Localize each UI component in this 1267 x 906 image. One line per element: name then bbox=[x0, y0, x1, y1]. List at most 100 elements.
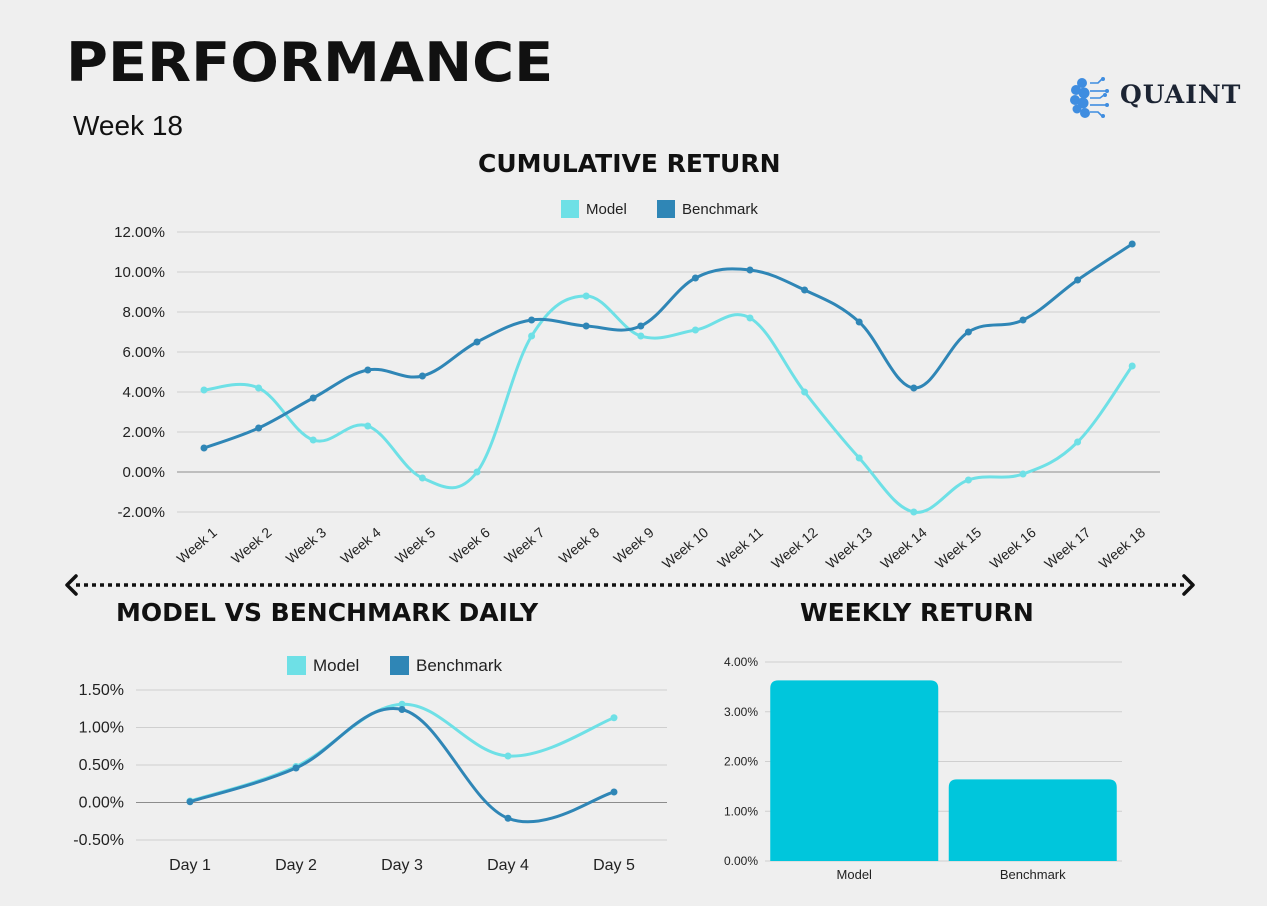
benchmark-data-point bbox=[801, 286, 809, 294]
model-data-point bbox=[691, 326, 699, 334]
y-tick-label: 1.00% bbox=[79, 720, 124, 737]
divider-right-arrow-icon bbox=[1182, 574, 1195, 596]
x-tick-label: Week 9 bbox=[610, 524, 657, 567]
model-data-point bbox=[610, 714, 618, 722]
benchmark-data-point bbox=[637, 322, 645, 330]
model-data-point bbox=[418, 474, 426, 482]
benchmark-data-point bbox=[292, 764, 300, 772]
legend-label-benchmark: Benchmark bbox=[416, 656, 502, 675]
y-tick-label: 2.00% bbox=[724, 755, 758, 769]
x-tick-label: Week 2 bbox=[228, 524, 275, 567]
x-tick-label: Week 8 bbox=[556, 524, 603, 567]
benchmark-data-point bbox=[1019, 316, 1027, 324]
x-tick-label: Week 11 bbox=[714, 524, 766, 571]
bar-benchmark bbox=[948, 779, 1117, 861]
x-tick-label: Week 18 bbox=[1096, 524, 1149, 572]
x-tick-label: Model bbox=[837, 867, 873, 882]
model-data-point bbox=[637, 332, 645, 340]
cumulative-return-chart: 12.00% 10.00% 8.00% 6.00% 4.00% 2.00% 0.00% -2.… bbox=[114, 200, 1160, 572]
model-data-point bbox=[504, 752, 512, 760]
y-tick-label: 1.00% bbox=[724, 804, 758, 818]
model-data-point bbox=[1074, 438, 1082, 446]
y-tick-label: 4.00% bbox=[724, 655, 758, 669]
legend-label-model: Model bbox=[586, 201, 627, 218]
model-series-line bbox=[203, 294, 1134, 514]
y-tick-label: 0.00% bbox=[122, 464, 165, 481]
x-tick-label: Week 15 bbox=[932, 524, 985, 572]
y-tick-label: 0.00% bbox=[79, 795, 124, 812]
y-tick-label: 8.00% bbox=[122, 304, 165, 321]
benchmark-series-line bbox=[189, 706, 615, 824]
x-tick-label: Week 7 bbox=[501, 524, 548, 567]
quaint-logo: QUAINT bbox=[1068, 74, 1240, 122]
section-divider bbox=[65, 574, 1195, 596]
benchmark-data-point bbox=[528, 316, 536, 324]
x-tick-label: Day 3 bbox=[381, 857, 423, 874]
benchmark-data-point bbox=[964, 328, 972, 336]
y-tick-label: 1.50% bbox=[79, 682, 124, 699]
x-tick-label: Day 4 bbox=[487, 857, 529, 874]
y-tick-label: 10.00% bbox=[114, 264, 165, 281]
model-data-point bbox=[746, 314, 754, 322]
benchmark-data-point bbox=[364, 366, 372, 374]
benchmark-data-point bbox=[855, 318, 863, 326]
y-tick-label: 6.00% bbox=[122, 344, 165, 361]
legend-swatch-model bbox=[561, 200, 579, 218]
benchmark-data-point bbox=[610, 788, 618, 796]
benchmark-series-line bbox=[203, 242, 1134, 450]
benchmark-data-point bbox=[1128, 240, 1136, 248]
y-tick-label: -0.50% bbox=[73, 832, 124, 849]
model-series-line bbox=[189, 702, 615, 803]
legend-swatch-benchmark bbox=[657, 200, 675, 218]
page-title: PERFORMANCE bbox=[66, 31, 554, 94]
model-data-point bbox=[582, 292, 590, 300]
benchmark-data-point bbox=[691, 274, 699, 282]
model-data-point bbox=[364, 422, 372, 430]
legend-label-model: Model bbox=[313, 656, 359, 675]
benchmark-data-point bbox=[255, 424, 263, 432]
model-data-point bbox=[200, 386, 208, 394]
x-tick-label: Week 10 bbox=[659, 524, 712, 572]
x-tick-label: Day 5 bbox=[593, 857, 635, 874]
benchmark-data-point bbox=[1074, 276, 1082, 284]
model-data-point bbox=[473, 468, 481, 476]
benchmark-data-point bbox=[418, 372, 426, 380]
benchmark-data-point bbox=[473, 338, 481, 346]
model-data-point bbox=[801, 388, 809, 396]
x-tick-label: Week 16 bbox=[987, 524, 1040, 572]
legend-label-benchmark: Benchmark bbox=[682, 201, 758, 218]
model-data-point bbox=[1019, 470, 1027, 478]
benchmark-data-point bbox=[398, 706, 406, 713]
x-tick-label: Week 6 bbox=[446, 524, 493, 567]
daily-chart-title: MODEL VS BENCHMARK DAILY bbox=[116, 598, 539, 627]
benchmark-data-point bbox=[186, 798, 194, 806]
brain-circuit-icon bbox=[1070, 77, 1109, 118]
model-data-point bbox=[1128, 362, 1136, 370]
x-tick-label: Day 1 bbox=[169, 857, 211, 874]
model-data-point bbox=[309, 436, 317, 444]
model-data-point bbox=[964, 476, 972, 484]
y-tick-label: 2.00% bbox=[122, 424, 165, 441]
benchmark-data-point bbox=[504, 814, 512, 822]
x-tick-label: Week 3 bbox=[283, 524, 330, 567]
benchmark-data-point bbox=[910, 384, 918, 392]
benchmark-data-point bbox=[582, 322, 590, 330]
y-tick-label: 12.00% bbox=[114, 224, 165, 241]
y-tick-label: -2.00% bbox=[117, 504, 165, 521]
x-tick-label: Week 17 bbox=[1041, 524, 1094, 572]
weekly-return-chart: 4.00% 3.00% 2.00% 1.00% 0.00% Model Benchmark bbox=[724, 655, 1122, 882]
page-subtitle: Week 18 bbox=[73, 110, 183, 141]
x-tick-label: Week 13 bbox=[823, 524, 876, 572]
legend-swatch-model bbox=[287, 656, 306, 675]
weekly-return-title: WEEKLY RETURN bbox=[800, 598, 1034, 627]
x-tick-label: Week 4 bbox=[337, 524, 384, 567]
x-tick-label: Week 5 bbox=[392, 524, 439, 567]
benchmark-data-point bbox=[200, 444, 208, 452]
y-tick-label: 3.00% bbox=[724, 705, 758, 719]
divider-left-arrow-icon bbox=[65, 574, 78, 596]
cumulative-return-title: CUMULATIVE RETURN bbox=[478, 149, 781, 178]
model-data-point bbox=[255, 384, 263, 392]
x-tick-label: Day 2 bbox=[275, 857, 317, 874]
x-tick-label: Week 12 bbox=[768, 524, 821, 572]
benchmark-data-point bbox=[746, 266, 754, 274]
